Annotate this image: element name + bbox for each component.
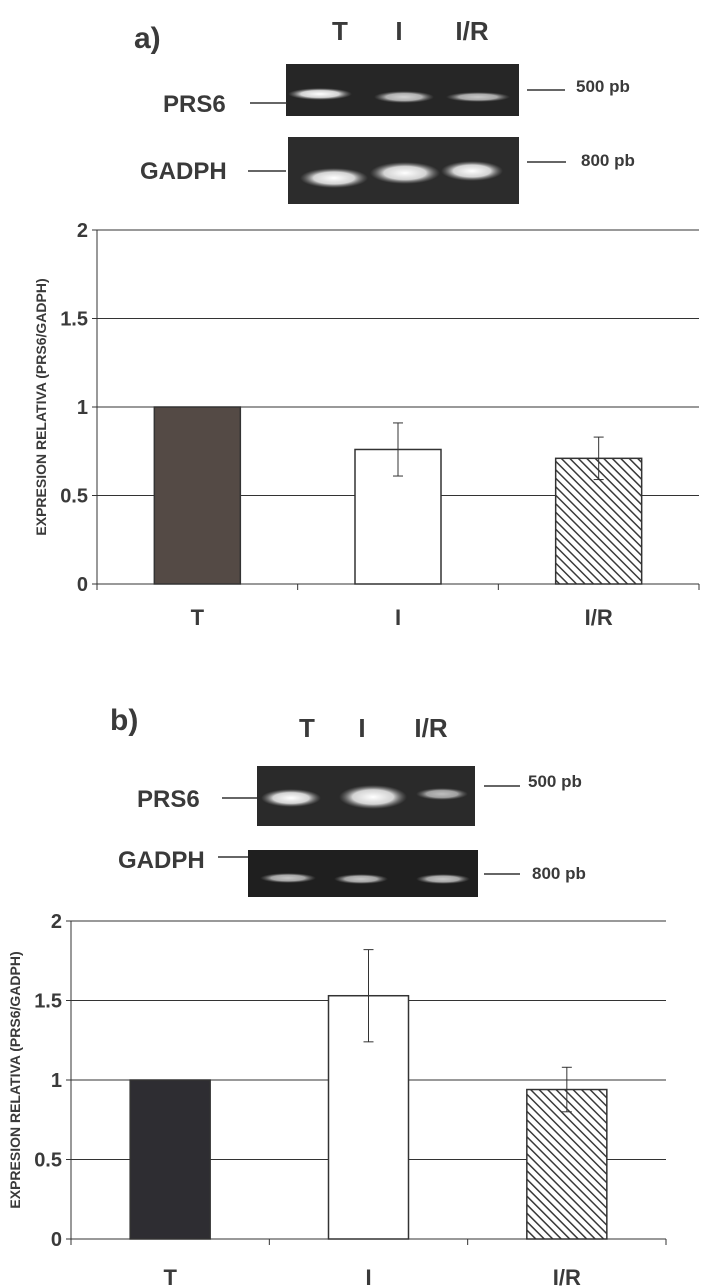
panel-a-ytick-label: 0.5 bbox=[60, 486, 88, 508]
panel-b-ytick-label: 2 bbox=[51, 911, 62, 933]
panel-a-prs6-size-marker: 500 pb bbox=[576, 77, 630, 96]
panel-a-ytick-label: 2 bbox=[77, 220, 88, 242]
panel-a-category-label-t: T bbox=[191, 605, 205, 630]
panel-a-lane-label-i: I bbox=[395, 16, 402, 46]
panel-a-gel: a) T I I/R PRS6 500 pb GADPH 800 pb bbox=[134, 16, 635, 204]
panel-a-ytick-label: 1.5 bbox=[60, 309, 88, 331]
panel-b-lane-label-t: T bbox=[299, 713, 315, 743]
panel-a-gadph-band-t bbox=[300, 168, 368, 188]
panel-b-ytick-label: 1.5 bbox=[34, 991, 62, 1013]
panel-b-lane-label-ir: I/R bbox=[414, 713, 447, 743]
panel-a-chart: 0 0.5 1 1.5 2 T I I/R EXPRESION RELATIVA (PRS6/G… bbox=[33, 220, 700, 630]
panel-a-y-axis-label: EXPRESION RELATIVA (PRS6/GADPH) bbox=[33, 278, 49, 535]
panel-b-bar-t bbox=[129, 1079, 211, 1240]
panel-b-gel: b) T I I/R PRS6 500 pb GADPH 800 pb bbox=[110, 704, 586, 897]
panel-a-prs6-band-i bbox=[374, 91, 434, 103]
panel-b-prs6-size-marker: 500 pb bbox=[528, 772, 582, 791]
panel-a-lane-label-ir: I/R bbox=[455, 16, 488, 46]
panel-b-ytick-label: 1 bbox=[51, 1070, 62, 1092]
panel-a-gadph-band-i bbox=[370, 162, 440, 184]
panel-b-prs6-band-ir bbox=[416, 788, 468, 800]
panel-b-chart: 0 0.5 1 1.5 2 T I I/R EXPRESION RELATIVA (PRS6/G… bbox=[7, 911, 667, 1286]
panel-b-gadph-band-ir bbox=[416, 874, 470, 884]
panel-a-category-label-i: I bbox=[395, 605, 401, 630]
panel-b-y-axis-label: EXPRESION RELATIVA (PRS6/GADPH) bbox=[7, 951, 23, 1208]
panel-a-prs6-label: PRS6 bbox=[163, 91, 226, 118]
panel-b-prs6-band-i bbox=[339, 785, 407, 809]
panel-b-ytick-label: 0 bbox=[51, 1229, 62, 1251]
panel-b-gadph-size-marker: 800 pb bbox=[532, 864, 586, 883]
panel-b-category-label-i: I bbox=[365, 1265, 371, 1286]
panel-a-gadph-label: GADPH bbox=[140, 158, 227, 185]
panel-b-label: b) bbox=[110, 704, 138, 737]
panel-a-gadph-size-marker: 800 pb bbox=[581, 151, 635, 170]
panel-a-prs6-band-ir bbox=[446, 92, 510, 102]
panel-a-ytick-label: 1 bbox=[77, 397, 88, 419]
panel-b-category-label-t: T bbox=[163, 1265, 177, 1286]
panel-b-ytick-label: 0.5 bbox=[34, 1150, 62, 1172]
panel-b-gadph-label: GADPH bbox=[118, 847, 205, 874]
panel-b-bar-ir bbox=[526, 1088, 608, 1240]
panel-b-lane-label-i: I bbox=[358, 713, 365, 743]
panel-a-gadph-band-ir bbox=[441, 161, 503, 181]
panel-b-gadph-band-i bbox=[334, 874, 388, 884]
panel-a-prs6-band-t bbox=[288, 88, 352, 100]
panel-b-gadph-band-t bbox=[260, 873, 316, 883]
panel-b-category-label-ir: I/R bbox=[553, 1265, 581, 1286]
panel-b-prs6-label: PRS6 bbox=[137, 786, 200, 813]
panel-a-bar-t bbox=[153, 406, 242, 585]
panel-a-label: a) bbox=[134, 22, 161, 55]
panel-a-category-label-ir: I/R bbox=[585, 605, 613, 630]
panel-a-lane-label-t: T bbox=[332, 16, 348, 46]
panel-a-ytick-label: 0 bbox=[77, 574, 88, 596]
panel-b-prs6-band-t bbox=[261, 789, 321, 807]
